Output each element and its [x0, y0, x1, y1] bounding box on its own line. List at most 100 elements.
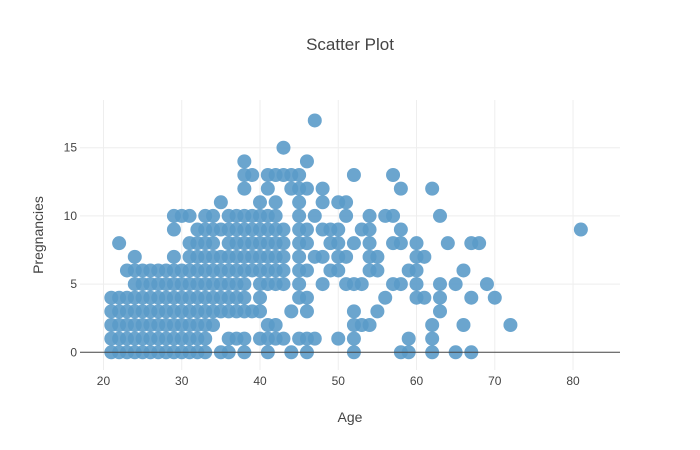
scatter-point[interactable] — [331, 263, 346, 278]
scatter-point[interactable] — [448, 277, 463, 292]
scatter-point[interactable] — [237, 331, 252, 346]
scatter-point[interactable] — [393, 181, 408, 196]
scatter-point[interactable] — [307, 113, 322, 128]
scatter-point[interactable] — [401, 331, 416, 346]
scatter-point[interactable] — [206, 318, 221, 332]
scatter-point[interactable] — [268, 318, 283, 332]
scatter-point[interactable] — [127, 249, 142, 264]
scatter-point[interactable] — [166, 222, 181, 237]
scatter-point[interactable] — [433, 304, 447, 319]
scatter-point[interactable] — [276, 222, 291, 237]
scatter-point[interactable] — [292, 168, 307, 182]
scatter-point[interactable] — [299, 222, 314, 237]
scatter-point[interactable] — [112, 236, 127, 251]
scatter-point[interactable] — [464, 290, 479, 305]
scatter-point[interactable] — [284, 304, 299, 319]
scatter-point[interactable] — [440, 236, 455, 251]
scatter-point[interactable] — [331, 331, 346, 346]
scatter-point[interactable] — [307, 331, 322, 346]
scatter-point[interactable] — [182, 208, 197, 223]
scatter-point[interactable] — [299, 263, 314, 278]
scatter-point[interactable] — [346, 168, 361, 182]
scatter-point[interactable] — [276, 331, 291, 346]
scatter-point[interactable] — [393, 222, 408, 237]
scatter-point[interactable] — [417, 290, 432, 305]
scatter-point[interactable] — [409, 236, 424, 251]
scatter-point[interactable] — [260, 181, 275, 196]
scatter-point[interactable] — [315, 195, 330, 210]
scatter-point[interactable] — [315, 181, 330, 196]
scatter-point[interactable] — [237, 154, 252, 169]
scatter-point[interactable] — [237, 181, 252, 196]
scatter-point[interactable] — [299, 154, 314, 169]
scatter-point[interactable] — [276, 236, 291, 251]
scatter-point[interactable] — [292, 195, 307, 210]
scatter-point[interactable] — [362, 318, 377, 332]
scatter-point[interactable] — [362, 236, 377, 251]
scatter-point[interactable] — [370, 249, 385, 264]
scatter-point[interactable] — [573, 222, 588, 237]
scatter-point[interactable] — [425, 318, 440, 332]
scatter-point[interactable] — [307, 208, 322, 223]
scatter-point[interactable] — [292, 208, 307, 223]
scatter-point[interactable] — [315, 249, 330, 264]
scatter-point[interactable] — [237, 277, 252, 292]
scatter-point[interactable] — [362, 222, 377, 237]
scatter-point[interactable] — [487, 290, 502, 305]
scatter-point[interactable] — [206, 208, 221, 223]
scatter-point[interactable] — [166, 249, 181, 264]
scatter-point[interactable] — [425, 331, 440, 346]
scatter-point[interactable] — [339, 208, 354, 223]
scatter-point[interactable] — [456, 263, 471, 278]
y-tick-label: 15 — [64, 141, 78, 155]
scatter-point[interactable] — [433, 277, 447, 292]
scatter-point[interactable] — [245, 168, 260, 182]
scatter-point[interactable] — [299, 181, 314, 196]
scatter-point[interactable] — [213, 195, 228, 210]
scatter-point[interactable] — [362, 208, 377, 223]
scatter-point[interactable] — [393, 277, 408, 292]
scatter-point[interactable] — [393, 236, 408, 251]
scatter-point[interactable] — [417, 249, 432, 264]
scatter-point[interactable] — [346, 236, 361, 251]
scatter-point[interactable] — [425, 181, 440, 196]
scatter-point[interactable] — [292, 249, 307, 264]
scatter-point[interactable] — [433, 290, 447, 305]
scatter-point[interactable] — [370, 263, 385, 278]
scatter-point[interactable] — [253, 304, 267, 319]
scatter-point[interactable] — [331, 236, 346, 251]
scatter-point[interactable] — [433, 208, 447, 223]
scatter-point[interactable] — [339, 249, 354, 264]
scatter-point[interactable] — [253, 290, 267, 305]
scatter-point[interactable] — [276, 277, 291, 292]
scatter-point[interactable] — [331, 222, 346, 237]
scatter-point[interactable] — [253, 195, 267, 210]
scatter-point[interactable] — [315, 277, 330, 292]
scatter-point[interactable] — [299, 290, 314, 305]
scatter-point[interactable] — [237, 290, 252, 305]
scatter-point[interactable] — [346, 304, 361, 319]
scatter-point[interactable] — [198, 331, 213, 346]
scatter-point[interactable] — [409, 263, 424, 278]
scatter-point[interactable] — [378, 290, 393, 305]
scatter-point[interactable] — [456, 318, 471, 332]
scatter-point[interactable] — [479, 277, 494, 292]
scatter-point[interactable] — [339, 195, 354, 210]
scatter-point[interactable] — [292, 277, 307, 292]
scatter-point[interactable] — [268, 208, 283, 223]
scatter-point[interactable] — [268, 195, 283, 210]
scatter-point[interactable] — [276, 140, 291, 155]
scatter-point[interactable] — [276, 249, 291, 264]
scatter-point[interactable] — [346, 331, 361, 346]
scatter-point[interactable] — [276, 263, 291, 278]
scatter-point[interactable] — [386, 208, 401, 223]
scatter-point[interactable] — [386, 168, 401, 182]
scatter-point[interactable] — [409, 277, 424, 292]
scatter-point[interactable] — [354, 277, 369, 292]
scatter-point[interactable] — [299, 304, 314, 319]
scatter-point[interactable] — [503, 318, 518, 332]
scatter-point[interactable] — [370, 304, 385, 319]
scatter-point[interactable] — [472, 236, 487, 251]
scatter-point[interactable] — [206, 236, 221, 251]
scatter-point[interactable] — [299, 236, 314, 251]
